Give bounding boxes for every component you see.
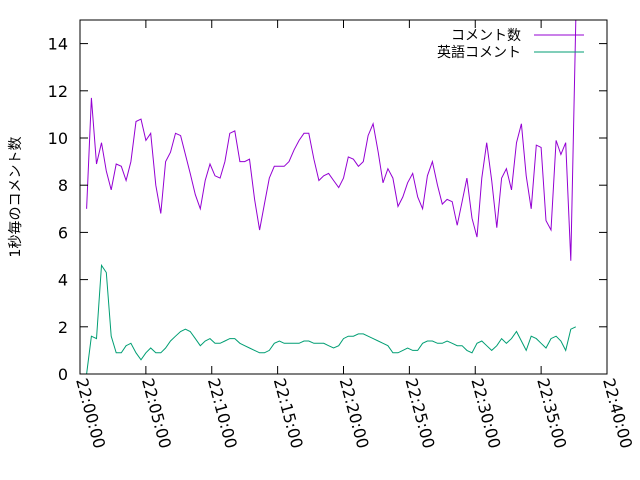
y-tick-label: 10 <box>48 129 68 148</box>
x-tick-label: 22:00:00 <box>72 376 109 450</box>
legend-label-1: 英語コメント <box>437 44 521 61</box>
y-axis: 0 2 4 6 8 10 12 14 <box>48 35 607 384</box>
x-tick-label: 22:40:00 <box>599 376 636 450</box>
series-line-0 <box>86 19 577 261</box>
y-axis-label: 1秒毎のコメント数 <box>8 137 24 258</box>
y-tick-label: 2 <box>58 318 68 337</box>
plot-lines <box>86 19 577 375</box>
y-tick-label: 6 <box>58 223 68 242</box>
x-axis: 22:00:00 22:05:00 22:10:00 22:15:00 22:20:00… <box>72 20 636 450</box>
y-tick-label: 8 <box>58 176 68 195</box>
series-line-1 <box>86 263 577 375</box>
x-tick-label: 22:10:00 <box>204 376 241 450</box>
y-tick-label: 4 <box>58 271 68 290</box>
x-tick-label: 22:35:00 <box>533 376 570 450</box>
x-tick-label: 22:05:00 <box>138 376 175 450</box>
x-tick-label: 22:25:00 <box>402 376 439 450</box>
y-tick-label: 12 <box>48 82 68 101</box>
plot-frame <box>79 19 608 375</box>
y-tick-label: 14 <box>48 35 68 54</box>
y-tick-label: 0 <box>58 365 68 384</box>
x-tick-label: 22:30:00 <box>467 376 504 450</box>
x-tick-label: 22:20:00 <box>336 376 373 450</box>
x-tick-label: 22:15:00 <box>270 376 307 450</box>
legend-label-0: コメント数 <box>451 28 521 44</box>
